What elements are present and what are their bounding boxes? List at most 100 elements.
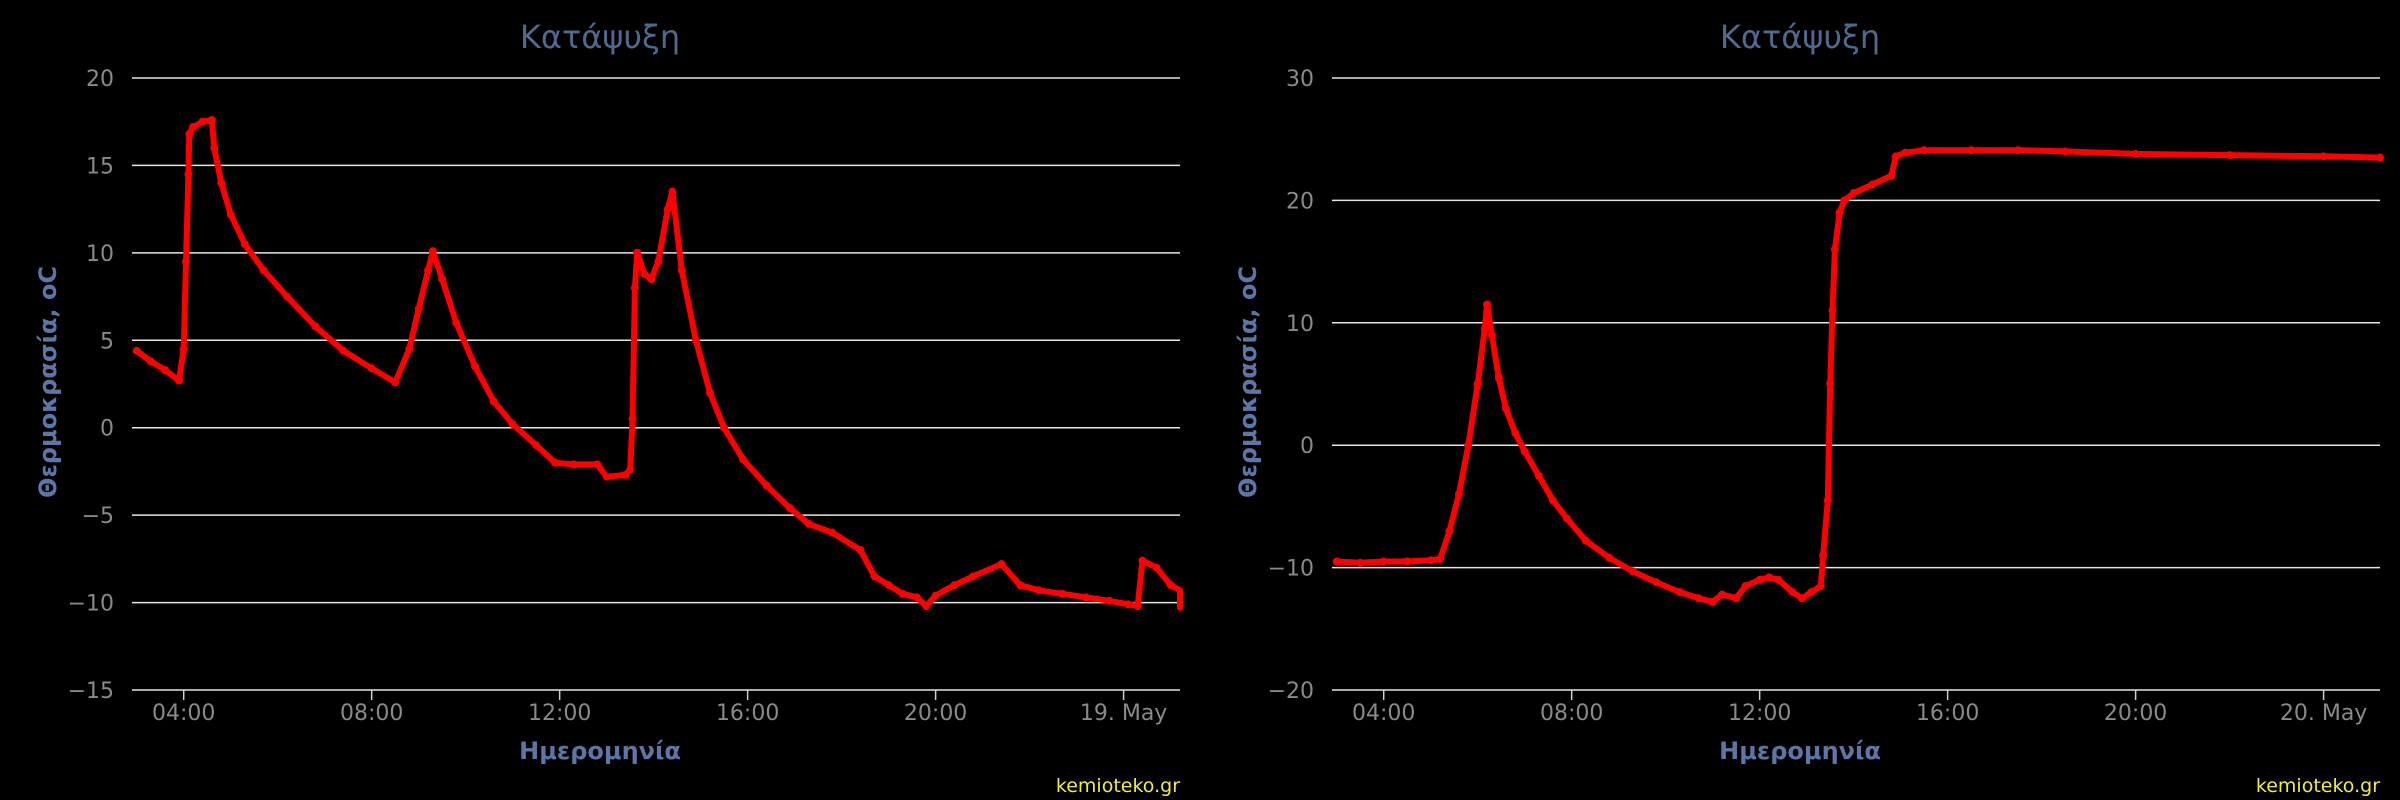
data-point — [762, 481, 771, 490]
x-tick-label: 08:00 — [340, 701, 403, 726]
data-point — [198, 117, 207, 126]
data-point — [1694, 594, 1703, 603]
data-point — [691, 336, 700, 345]
data-point — [189, 122, 198, 131]
data-point — [1562, 514, 1571, 523]
x-tick-label: 20:00 — [904, 701, 967, 726]
y-tick-label: 30 — [1286, 67, 1314, 92]
x-axis-title: Ημερομηνία — [519, 737, 681, 765]
data-point — [1891, 152, 1900, 161]
series-temperature — [132, 115, 1183, 611]
data-point — [424, 266, 433, 275]
y-tick-label: 0 — [1300, 434, 1314, 459]
data-point — [184, 170, 193, 179]
data-point — [1718, 590, 1727, 599]
data-point — [259, 266, 268, 275]
data-point — [1105, 596, 1114, 605]
data-point — [1901, 148, 1910, 157]
data-point — [339, 346, 348, 355]
data-point — [1426, 556, 1435, 565]
data-point — [677, 266, 686, 275]
y-tick-label: −10 — [1268, 557, 1314, 582]
data-point — [785, 504, 794, 513]
data-point — [1823, 496, 1832, 505]
data-point — [1436, 555, 1445, 564]
data-point — [1332, 557, 1341, 566]
data-point — [2376, 153, 2384, 162]
data-point — [668, 187, 677, 196]
data-point — [1124, 600, 1133, 609]
data-point — [1356, 558, 1365, 567]
data-point — [593, 460, 602, 469]
data-point — [1035, 586, 1044, 595]
data-point — [1152, 563, 1161, 572]
y-tick-label: −15 — [68, 679, 114, 704]
y-tick-label: 5 — [100, 329, 114, 354]
data-point — [898, 589, 907, 598]
data-point — [471, 362, 480, 371]
x-tick-label: 08:00 — [1540, 701, 1603, 726]
chart-title: Κατάψυξη — [1720, 18, 1880, 56]
gridlines — [1332, 77, 2380, 691]
data-point — [1887, 171, 1896, 180]
data-point — [630, 283, 639, 292]
data-point — [1511, 428, 1520, 437]
data-point — [720, 423, 729, 432]
x-tick-label: 12:00 — [528, 701, 591, 726]
data-point — [489, 397, 498, 406]
data-point — [626, 465, 635, 474]
data-point — [311, 322, 320, 331]
x-tick-label: 19. May — [1080, 701, 1167, 726]
data-point — [1765, 573, 1774, 582]
data-point — [452, 318, 461, 327]
data-point — [1708, 597, 1717, 606]
y-tick-labels: 30 20 10 0 −10 −20 — [1268, 67, 1314, 704]
data-point — [931, 591, 940, 600]
y-tick-label: 0 — [100, 417, 114, 442]
data-point — [950, 581, 959, 590]
y-tick-labels: 20 15 10 5 0 −5 −10 −15 — [68, 67, 114, 704]
data-point — [438, 275, 447, 284]
x-tick-labels: 04:00 08:00 12:00 16:00 20:00 19. May — [152, 690, 1167, 726]
data-point — [550, 458, 559, 467]
data-point — [922, 602, 931, 611]
data-point — [884, 581, 893, 590]
data-point — [1379, 557, 1388, 566]
data-point — [1732, 594, 1741, 603]
data-point — [1807, 588, 1816, 597]
data-point — [1548, 496, 1557, 505]
data-point — [1797, 594, 1806, 603]
x-tick-label: 20. May — [2280, 701, 2367, 726]
credit-link[interactable]: kemioteko.gr — [2256, 775, 2380, 797]
credit-link[interactable]: kemioteko.gr — [1056, 775, 1180, 797]
y-tick-label: 20 — [1286, 189, 1314, 214]
data-point — [1830, 245, 1839, 254]
data-point — [2319, 152, 2328, 161]
data-point — [633, 248, 642, 257]
data-point — [997, 560, 1006, 569]
data-point — [1816, 581, 1825, 590]
data-point — [1534, 471, 1543, 480]
data-point — [1501, 404, 1510, 413]
data-point — [654, 257, 663, 266]
x-tick-label: 12:00 — [1728, 701, 1791, 726]
series-line — [133, 117, 1183, 611]
data-point — [428, 247, 437, 256]
data-point — [1819, 551, 1828, 560]
data-point — [828, 528, 837, 537]
data-point — [179, 345, 188, 354]
data-point — [1605, 553, 1614, 562]
data-point — [2014, 146, 2023, 155]
data-point — [405, 345, 414, 354]
data-point — [804, 519, 813, 528]
series-temperature — [1332, 146, 2384, 606]
y-tick-label: 10 — [1286, 312, 1314, 337]
chart-left-svg: 20 15 10 5 0 −5 −10 −15 04:00 08:00 12:00 16:00 20:… — [34, 18, 1183, 797]
data-point — [569, 460, 578, 469]
data-point — [1675, 588, 1684, 597]
data-point — [663, 205, 672, 214]
data-point — [2131, 149, 2140, 158]
data-point — [1628, 567, 1637, 576]
data-point — [240, 240, 249, 249]
x-tick-label: 04:00 — [152, 701, 215, 726]
